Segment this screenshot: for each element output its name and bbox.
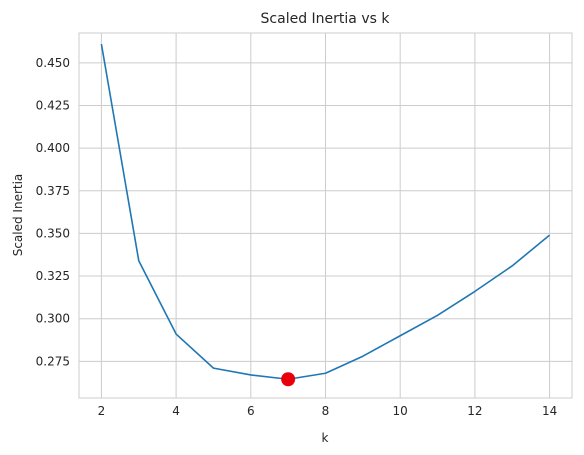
x-tick-label: 6 bbox=[247, 404, 255, 418]
x-tick-label: 2 bbox=[98, 404, 106, 418]
x-tick-labels: 2 4 6 8 10 12 14 bbox=[98, 404, 558, 418]
x-tick-label: 8 bbox=[322, 404, 330, 418]
y-tick-label: 0.325 bbox=[36, 269, 70, 283]
x-axis-label: k bbox=[322, 431, 329, 445]
y-tick-labels: 0.275 0.300 0.325 0.350 0.375 0.400 0.425 0.450 bbox=[36, 56, 70, 368]
x-tick-label: 12 bbox=[467, 404, 482, 418]
chart-title: Scaled Inertia vs k bbox=[261, 11, 391, 27]
y-tick-label: 0.425 bbox=[36, 98, 70, 112]
x-tick-label: 4 bbox=[172, 404, 180, 418]
y-tick-label: 0.400 bbox=[36, 141, 70, 155]
highlight-group bbox=[281, 372, 295, 386]
y-tick-label: 0.350 bbox=[36, 226, 70, 240]
y-tick-label: 0.275 bbox=[36, 354, 70, 368]
x-tick-label: 10 bbox=[393, 404, 408, 418]
y-tick-label: 0.375 bbox=[36, 184, 70, 198]
optimal-k-point bbox=[281, 372, 295, 386]
x-tick-label: 14 bbox=[542, 404, 557, 418]
y-axis-label: Scaled Inertia bbox=[11, 174, 25, 257]
y-tick-label: 0.450 bbox=[36, 56, 70, 70]
y-tick-label: 0.300 bbox=[36, 312, 70, 326]
